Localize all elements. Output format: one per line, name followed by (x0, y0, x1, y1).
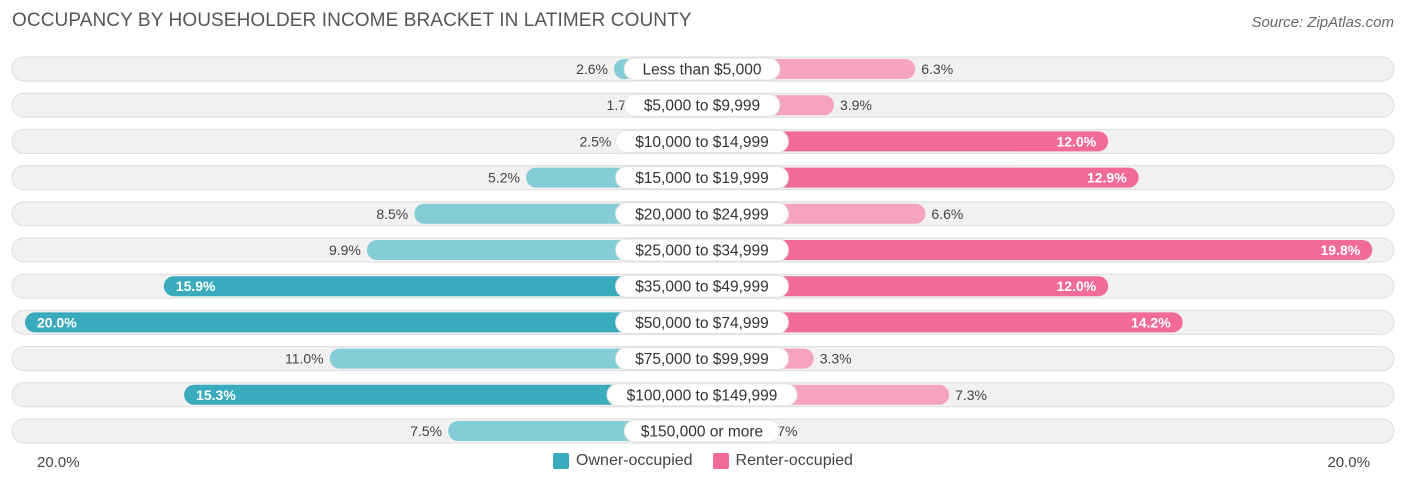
legend-label-renter: Renter-occupied (735, 452, 853, 469)
legend-swatch-renter (712, 453, 729, 469)
owner-value-label: 11.0% (285, 351, 324, 367)
category-label-pill (623, 93, 781, 117)
legend-item-renter[interactable]: Renter-occupied (712, 452, 853, 470)
category-label: $10,000 to $14,999 (635, 134, 769, 151)
renter-value-label: 3.9% (840, 97, 872, 113)
axis-right-label: 20.0% (1327, 454, 1370, 471)
renter-value-label: 19.8% (1321, 242, 1361, 258)
owner-value-label: 5.2% (488, 170, 520, 186)
renter-value-label: 7.3% (955, 387, 987, 403)
legend: Owner-occupied Renter-occupied (0, 452, 1406, 470)
category-label: $25,000 to $34,999 (635, 243, 769, 260)
renter-value-label: 14.2% (1131, 314, 1171, 330)
renter-bar (702, 276, 1109, 297)
owner-value-label: 2.5% (579, 133, 611, 149)
renter-value-label: 6.3% (921, 61, 953, 77)
category-label-pill (615, 202, 789, 226)
category-label-pill (615, 274, 789, 298)
category-label-pill (606, 383, 798, 407)
legend-item-owner[interactable]: Owner-occupied (553, 452, 693, 470)
category-label: $5,000 to $9,999 (644, 98, 760, 115)
category-label: Less than $5,000 (643, 62, 762, 79)
owner-bar (329, 348, 702, 369)
category-label-pill (615, 310, 789, 334)
renter-value-label: 12.0% (1056, 133, 1096, 149)
category-label: $100,000 to $149,999 (627, 387, 778, 404)
renter-value-label: 3.3% (820, 351, 852, 367)
source-credit: Source: ZipAtlas.com (1251, 14, 1394, 31)
category-label-pill (623, 419, 781, 443)
owner-value-label: 8.5% (376, 206, 408, 222)
renter-bar (702, 312, 1183, 333)
owner-value-label: 15.9% (176, 278, 216, 294)
legend-label-owner: Owner-occupied (576, 452, 693, 469)
owner-value-label: 15.3% (196, 387, 236, 403)
owner-value-label: 7.5% (410, 423, 442, 439)
owner-value-label: 9.9% (329, 242, 361, 258)
category-label: $75,000 to $99,999 (635, 351, 769, 368)
category-label: $35,000 to $49,999 (635, 279, 769, 296)
category-label-pill (615, 238, 789, 262)
owner-bar (163, 276, 702, 297)
category-label-pill (615, 166, 789, 190)
category-label-pill (615, 347, 789, 371)
renter-bar (702, 240, 1373, 260)
renter-value-label: 6.6% (931, 206, 963, 222)
category-label: $50,000 to $74,999 (635, 315, 769, 332)
category-label-pill (623, 57, 781, 81)
owner-value-label: 20.0% (37, 314, 77, 330)
renter-bar (702, 131, 1109, 152)
category-label-pill (615, 129, 789, 153)
renter-bar (702, 167, 1139, 188)
category-label: $150,000 or more (641, 424, 763, 441)
category-label: $15,000 to $19,999 (635, 170, 769, 187)
renter-value-label: 12.9% (1087, 170, 1127, 186)
owner-bar (25, 312, 702, 333)
legend-swatch-owner (553, 453, 570, 469)
renter-value-label: 12.0% (1056, 278, 1096, 294)
chart-title: OCCUPANCY BY HOUSEHOLDER INCOME BRACKET … (12, 10, 692, 31)
owner-bar (184, 384, 703, 405)
axis-left-label: 20.0% (37, 454, 80, 471)
category-label: $20,000 to $24,999 (635, 206, 769, 223)
owner-value-label: 2.6% (576, 61, 608, 77)
